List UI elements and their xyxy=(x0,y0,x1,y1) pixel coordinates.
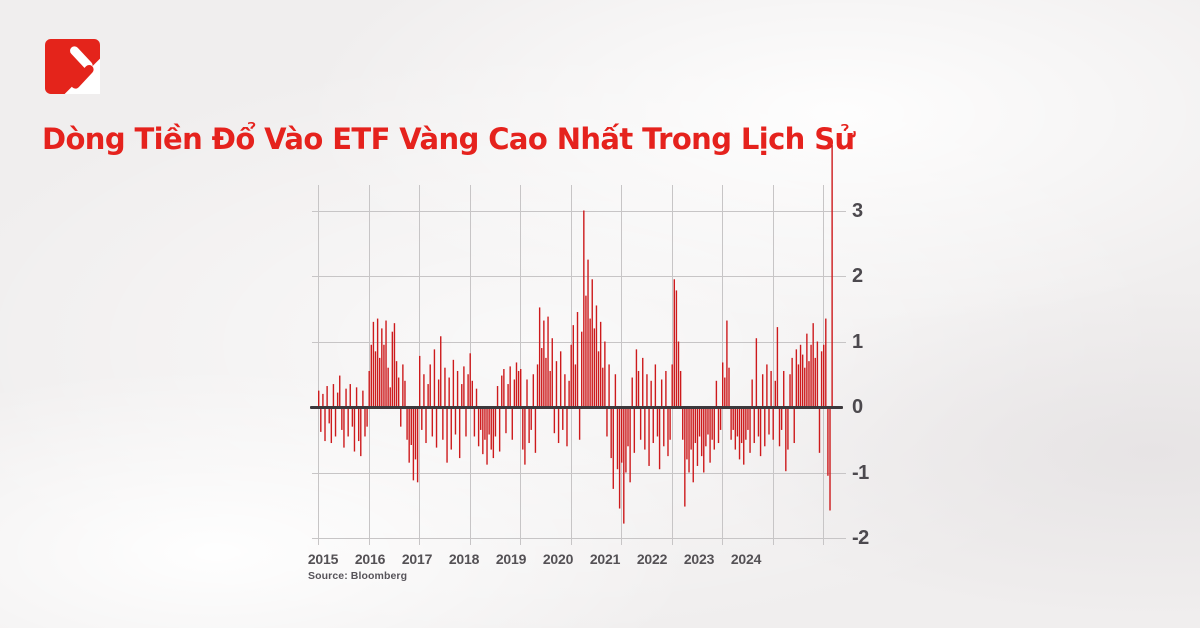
y-tick-label-minus2: -2 xyxy=(852,527,869,549)
bar-series xyxy=(318,145,833,524)
y-tick-label-1: 1 xyxy=(852,330,863,353)
y-tick-label-3: 3 xyxy=(852,199,863,222)
x-tick-label-2023: 2023 xyxy=(683,551,715,567)
y-tick-label-0: 0 xyxy=(852,396,863,418)
x-tick-label-2019: 2019 xyxy=(495,551,527,567)
x-tick-label-2022: 2022 xyxy=(636,551,668,567)
x-tick-label-2015: 2015 xyxy=(307,551,339,567)
zero-axis-line xyxy=(310,406,843,409)
x-tick-label-2017: 2017 xyxy=(401,551,433,567)
x-tick-label-2018: 2018 xyxy=(448,551,480,567)
x-tick-label-2021: 2021 xyxy=(589,551,621,567)
page-title: Dòng Tiền Đổ Vào ETF Vàng Cao Nhất Trong… xyxy=(42,122,855,157)
brand-logo-icon xyxy=(45,39,100,94)
x-tick-label-2016: 2016 xyxy=(354,551,386,567)
y-tick-label-minus1: -1 xyxy=(852,461,869,484)
x-tick-label-2024: 2024 xyxy=(730,551,762,567)
source-credit: Source: Bloomberg xyxy=(308,570,408,582)
y-tick-label-2: 2 xyxy=(852,265,863,287)
brand-logo xyxy=(45,39,100,94)
x-tick-label-2020: 2020 xyxy=(542,551,574,567)
